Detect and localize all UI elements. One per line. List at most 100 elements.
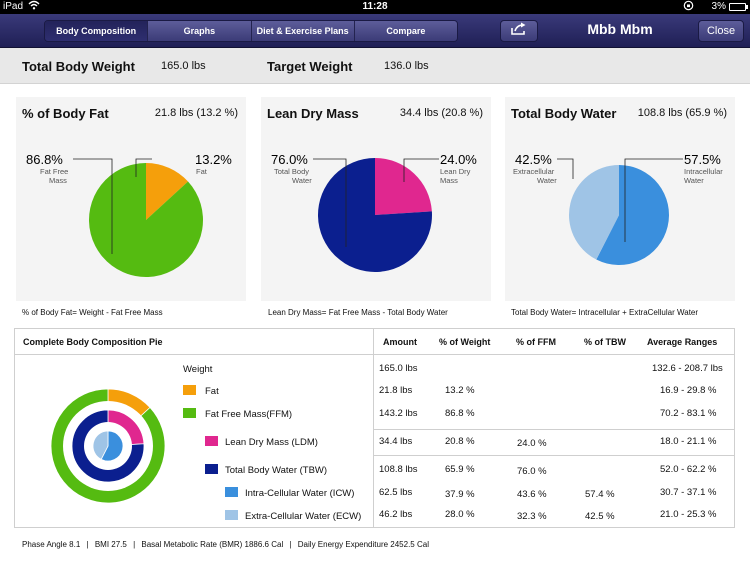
pie-leader-left: [73, 158, 113, 254]
cell-amount: 62.5 lbs: [379, 487, 413, 498]
ring-inner: [92, 430, 124, 462]
pie-left-pct: 76.0%: [271, 152, 308, 167]
pie-slice-intra-cellular-water: [100, 430, 124, 462]
cell-pct-weight: 65.9 %: [445, 464, 475, 475]
legend-swatch: [183, 408, 196, 418]
legend-swatch: [205, 464, 218, 474]
cell-pct-tbw: 57.4 %: [585, 489, 615, 500]
share-icon: [510, 22, 528, 41]
lean-dry-mass-title: Lean Dry Mass: [267, 106, 359, 121]
pie-slice-total-body-water: [318, 158, 432, 272]
pie-slice-fat: [146, 163, 189, 220]
legend-swatch: [205, 436, 218, 446]
total-body-water-value: 108.8 lbs (65.9 %): [637, 107, 727, 119]
cell-range: 30.7 - 37.1 %: [660, 487, 717, 498]
row-divider: [373, 455, 734, 456]
daily-energy-expenditure: Daily Energy Expenditure 2452.5 Cal: [297, 540, 429, 549]
row-label: Total Body Water (TBW): [225, 465, 328, 476]
page-title: Mbb Mbm: [587, 21, 653, 37]
pie-left-name-2: Water: [292, 176, 312, 185]
pie-slice-extra-cellular-water: [92, 430, 109, 460]
cell-amount: 165.0 lbs: [379, 363, 418, 374]
cell-pct-weight: 28.0 %: [445, 509, 475, 520]
lean-dry-mass-value: 34.4 lbs (20.8 %): [399, 107, 483, 119]
footer-separator: |: [86, 540, 89, 549]
table-header-divider: [15, 354, 734, 355]
table-title: Complete Body Composition Pie: [23, 337, 163, 347]
row-label: Weight: [183, 364, 213, 375]
tab-graphs[interactable]: Graphs: [148, 21, 252, 41]
rotation-lock-icon: [683, 0, 694, 14]
cell-pct-weight: 37.9 %: [445, 489, 475, 500]
cell-range: 132.6 - 208.7 lbs: [652, 363, 723, 374]
total-weight-value: 165.0 lbs: [161, 60, 206, 72]
close-button[interactable]: Close: [698, 20, 744, 42]
pie-right-name: Fat: [196, 167, 208, 176]
pie-slice-fat-free-mass: [89, 163, 204, 277]
pie-left-name: Total Body: [274, 167, 309, 176]
column-divider: [373, 329, 374, 527]
cell-range: 52.0 - 62.2 %: [660, 464, 717, 475]
cell-pct-ffm: 32.3 %: [517, 511, 547, 522]
cell-range: 16.9 - 29.8 %: [660, 385, 717, 396]
body-fat-value: 21.8 lbs (13.2 %): [154, 107, 238, 119]
pie-leader-left: [557, 158, 574, 179]
body-fat-title: % of Body Fat: [22, 106, 109, 121]
pie-left-pct: 42.5%: [515, 152, 552, 167]
cell-range: 18.0 - 21.1 %: [660, 436, 717, 447]
pie-right-pct: 24.0%: [440, 152, 477, 167]
pie-right-pct: 57.5%: [684, 152, 721, 167]
pie-leader-right: [403, 158, 439, 182]
row-label: Fat: [205, 386, 219, 397]
metrics-footer: Phase Angle 8.1 | BMI 27.5 | Basal Metab…: [22, 540, 429, 549]
pie-right-name-2: Water: [684, 176, 704, 185]
legend-swatch: [225, 510, 238, 520]
col-header-pct-weight: % of Weight: [439, 337, 491, 347]
lean-dry-mass-formula: Lean Dry Mass= Fat Free Mass - Total Bod…: [268, 308, 448, 317]
composition-table: Complete Body Composition Pie Amount % o…: [14, 328, 735, 528]
cell-amount: 21.8 lbs: [379, 385, 413, 396]
weight-summary: Total Body Weight 165.0 lbs Target Weigh…: [0, 48, 750, 84]
cell-range: 21.0 - 25.3 %: [660, 509, 717, 520]
body-fat-panel: 86.8% Fat Free Mass 13.2% Fat % of Body …: [16, 97, 246, 301]
battery-icon: [729, 3, 748, 11]
pie-right-name: Intracellular: [684, 167, 723, 176]
cell-range: 70.2 - 83.1 %: [660, 408, 717, 419]
cell-pct-ffm: 76.0 %: [517, 466, 547, 477]
legend-swatch: [183, 385, 196, 395]
pie-left-name: Fat Free: [40, 167, 68, 176]
cell-amount: 108.8 lbs: [379, 464, 418, 475]
footer-separator: |: [133, 540, 136, 549]
tab-compare[interactable]: Compare: [354, 21, 457, 41]
tab-body-composition[interactable]: Body Composition: [45, 21, 149, 41]
clock: 11:28: [362, 1, 388, 12]
pie-left-name-2: Mass: [49, 176, 67, 185]
pie-left-name-2: Water: [537, 176, 557, 185]
footer-separator: |: [289, 540, 292, 549]
tab-diet-exercise-plans[interactable]: Diet & Exercise Plans: [251, 21, 355, 41]
target-weight-label: Target Weight: [267, 59, 353, 74]
bmi: BMI 27.5: [94, 540, 127, 549]
row-label: Lean Dry Mass (LDM): [225, 437, 318, 448]
col-header-pct-ffm: % of FFM: [516, 337, 556, 347]
lean-dry-mass-pie-chart: 76.0% Total Body Water 24.0% Lean Dry Ma…: [271, 152, 477, 272]
cell-pct-tbw: 42.5 %: [585, 511, 615, 522]
section-tabs: Body Composition Graphs Diet & Exercise …: [44, 20, 458, 42]
nav-bar: Body Composition Graphs Diet & Exercise …: [0, 14, 750, 48]
pie-leader-right: [135, 158, 152, 177]
cell-pct-ffm: 43.6 %: [517, 489, 547, 500]
pie-right-pct: 13.2%: [195, 152, 232, 167]
pie-left-pct: 86.8%: [26, 152, 63, 167]
body-fat-formula: % of Body Fat= Weight - Fat Free Mass: [22, 308, 163, 317]
col-header-average-ranges: Average Ranges: [647, 337, 718, 347]
total-weight-label: Total Body Weight: [22, 59, 135, 74]
lean-dry-mass-panel: 76.0% Total Body Water 24.0% Lean Dry Ma…: [261, 97, 491, 301]
share-button[interactable]: [500, 20, 538, 42]
pie-right-name: Lean Dry: [440, 167, 471, 176]
row-label: Extra-Cellular Water (ECW): [245, 511, 362, 522]
legend-swatch: [225, 487, 238, 497]
complete-composition-pie-chart: [50, 388, 166, 504]
cell-pct-ffm: 24.0 %: [517, 438, 547, 449]
pie-right-name-2: Mass: [440, 176, 458, 185]
pie-leader-left: [313, 158, 347, 247]
